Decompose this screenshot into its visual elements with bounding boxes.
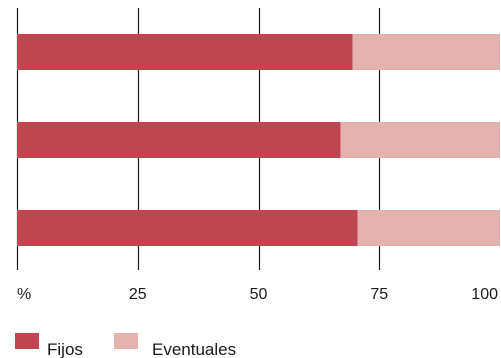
bar-eventuales-2 bbox=[340, 122, 500, 158]
x-tick-label-75: 75 bbox=[370, 286, 388, 303]
legend-swatch-eventuales bbox=[114, 333, 138, 349]
x-axis-unit-label: % bbox=[17, 286, 31, 303]
bars bbox=[17, 34, 500, 246]
x-axis-labels: % 25 50 75 100 bbox=[17, 286, 498, 303]
bar-fijos-1 bbox=[17, 34, 353, 70]
legend-label-fijos: Fijos bbox=[47, 340, 83, 358]
legend: Fijos Eventuales bbox=[15, 333, 236, 358]
bar-eventuales-1 bbox=[352, 34, 500, 70]
bar-fijos-2 bbox=[17, 122, 341, 158]
x-tick-label-50: 50 bbox=[250, 286, 268, 303]
x-tick-label-100: 100 bbox=[471, 286, 498, 303]
bar-fijos-3 bbox=[17, 210, 358, 246]
x-tick-label-25: 25 bbox=[129, 286, 147, 303]
bar-eventuales-3 bbox=[357, 210, 500, 246]
legend-swatch-fijos bbox=[15, 333, 39, 349]
legend-label-eventuales: Eventuales bbox=[152, 340, 236, 358]
